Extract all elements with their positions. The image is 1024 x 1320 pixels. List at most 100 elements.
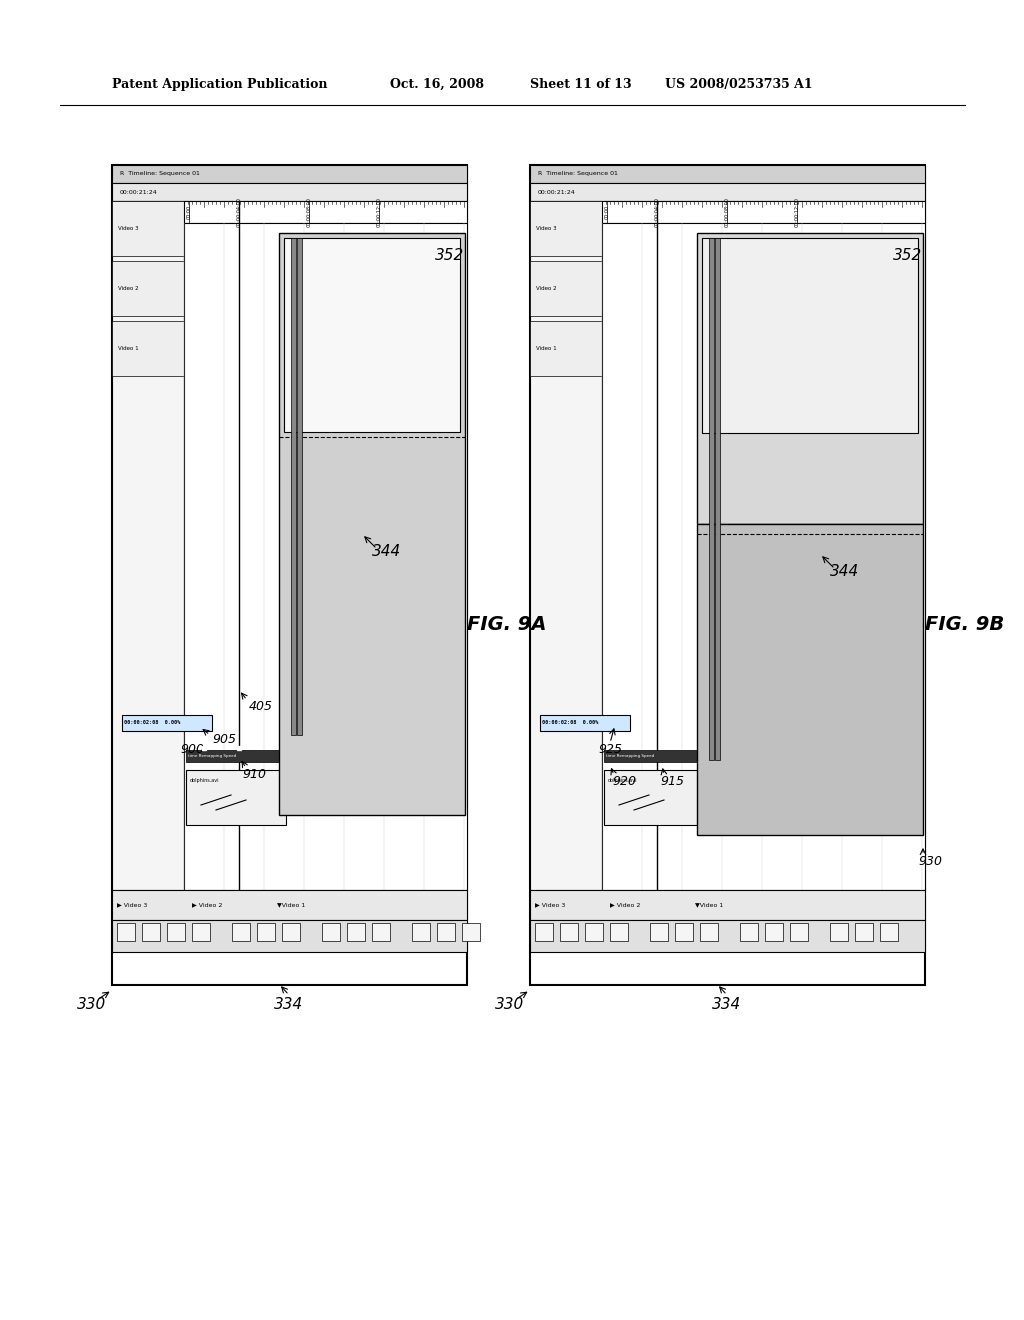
Text: dolphins.avi: dolphins.avi xyxy=(608,777,638,783)
Bar xyxy=(880,923,898,941)
Bar xyxy=(830,923,848,941)
Bar xyxy=(282,923,300,941)
Text: 00:00:21:24: 00:00:21:24 xyxy=(538,190,575,194)
Bar xyxy=(790,923,808,941)
Text: 905: 905 xyxy=(212,733,236,746)
Bar xyxy=(372,923,390,941)
Bar xyxy=(462,923,480,941)
Text: 344: 344 xyxy=(830,564,859,579)
Text: 00:00:04:00: 00:00:04:00 xyxy=(654,197,659,227)
Bar xyxy=(855,923,873,941)
Bar xyxy=(112,920,467,952)
Text: ▶ Video 3: ▶ Video 3 xyxy=(535,903,565,908)
Bar xyxy=(530,920,925,952)
Bar xyxy=(530,183,925,201)
Bar xyxy=(322,923,340,941)
Text: 915: 915 xyxy=(660,775,684,788)
Bar xyxy=(167,923,185,941)
Bar xyxy=(604,770,705,825)
Bar xyxy=(560,923,578,941)
Bar xyxy=(530,261,602,315)
Text: 910: 910 xyxy=(242,768,266,781)
Bar xyxy=(530,201,602,256)
Text: ▼Video 1: ▼Video 1 xyxy=(278,903,305,908)
Bar xyxy=(530,321,602,376)
Text: 334: 334 xyxy=(713,997,741,1012)
Bar xyxy=(740,923,758,941)
Bar xyxy=(112,165,467,183)
Text: 00:00:04:00: 00:00:04:00 xyxy=(237,197,242,227)
Bar xyxy=(604,750,705,762)
Bar xyxy=(142,923,160,941)
Bar xyxy=(602,223,925,890)
Text: 334: 334 xyxy=(274,997,304,1012)
Text: Video 2: Video 2 xyxy=(118,286,138,292)
Bar xyxy=(675,923,693,941)
Text: time Remapping Speed: time Remapping Speed xyxy=(188,754,237,758)
Text: Video 2: Video 2 xyxy=(536,286,557,292)
Text: 344: 344 xyxy=(372,544,401,558)
Bar xyxy=(291,238,296,735)
Bar xyxy=(112,183,467,201)
Text: 920: 920 xyxy=(612,775,636,788)
Bar xyxy=(112,165,467,985)
Text: 00:00: 00:00 xyxy=(604,205,609,219)
Bar xyxy=(257,923,275,941)
Text: ▼Video 1: ▼Video 1 xyxy=(695,903,723,908)
Bar xyxy=(186,770,286,825)
Text: 00:00:08:00: 00:00:08:00 xyxy=(725,197,729,227)
Bar xyxy=(650,923,668,941)
Text: time Remapping Speed: time Remapping Speed xyxy=(606,754,654,758)
Bar xyxy=(279,234,465,814)
Bar xyxy=(297,238,302,735)
Text: 330: 330 xyxy=(496,997,524,1012)
Text: Video 3: Video 3 xyxy=(536,227,557,231)
Bar xyxy=(700,923,718,941)
Text: 00:00: 00:00 xyxy=(186,205,191,219)
Bar xyxy=(697,234,923,524)
Bar xyxy=(112,890,467,920)
Text: 00:00:12:00: 00:00:12:00 xyxy=(795,197,800,227)
Bar xyxy=(347,923,365,941)
Bar xyxy=(117,923,135,941)
Bar xyxy=(232,923,250,941)
Text: Patent Application Publication: Patent Application Publication xyxy=(112,78,328,91)
Bar xyxy=(709,238,714,760)
Bar xyxy=(530,890,925,920)
Bar xyxy=(184,223,467,890)
Bar xyxy=(697,524,923,836)
Text: R  Timeline: Sequence 01: R Timeline: Sequence 01 xyxy=(538,172,617,177)
Text: ▶ Video 3: ▶ Video 3 xyxy=(117,903,147,908)
Text: Video 3: Video 3 xyxy=(118,227,138,231)
Text: 352: 352 xyxy=(435,248,464,263)
Text: R  Timeline: Sequence 01: R Timeline: Sequence 01 xyxy=(120,172,200,177)
Bar xyxy=(715,238,720,760)
Text: ▶ Video 2: ▶ Video 2 xyxy=(610,903,640,908)
Bar xyxy=(184,201,467,223)
Bar xyxy=(284,238,460,432)
Bar xyxy=(437,923,455,941)
Text: 00:00:12:00: 00:00:12:00 xyxy=(377,197,382,227)
Text: 900: 900 xyxy=(180,743,204,756)
Text: Oct. 16, 2008: Oct. 16, 2008 xyxy=(390,78,484,91)
Bar xyxy=(530,201,602,890)
Text: FIG. 9B: FIG. 9B xyxy=(926,615,1005,635)
Bar xyxy=(412,923,430,941)
Text: 00:00:02:08  0.00%: 00:00:02:08 0.00% xyxy=(542,721,598,726)
Text: US 2008/0253735 A1: US 2008/0253735 A1 xyxy=(665,78,813,91)
Bar xyxy=(112,261,184,315)
Text: Sheet 11 of 13: Sheet 11 of 13 xyxy=(530,78,632,91)
Bar xyxy=(765,923,783,941)
Bar xyxy=(530,165,925,985)
Bar xyxy=(122,715,212,731)
Text: Video 1: Video 1 xyxy=(536,346,557,351)
Bar xyxy=(602,201,925,223)
Text: 00:00:21:24: 00:00:21:24 xyxy=(120,190,158,194)
Text: Video 1: Video 1 xyxy=(118,346,138,351)
Text: 00:00:02:08  0.00%: 00:00:02:08 0.00% xyxy=(124,721,180,726)
Bar xyxy=(535,923,553,941)
Bar xyxy=(530,165,925,183)
Text: dolphins.avi: dolphins.avi xyxy=(190,777,219,783)
Bar xyxy=(112,201,184,890)
Text: 925: 925 xyxy=(598,743,622,756)
